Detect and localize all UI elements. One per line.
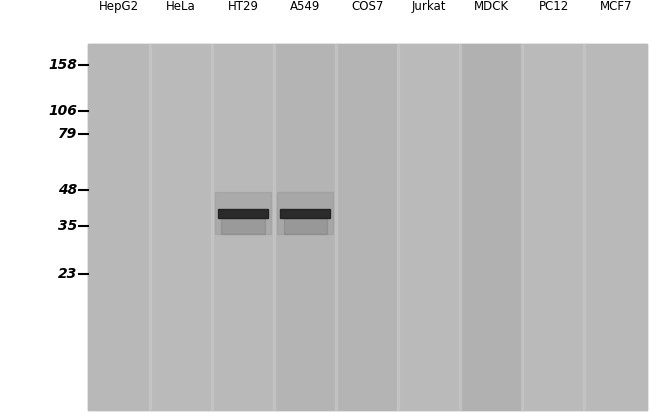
Bar — [398, 44, 460, 410]
Text: 35: 35 — [58, 219, 77, 233]
Bar — [280, 209, 330, 218]
Bar — [211, 44, 213, 410]
Text: MDCK: MDCK — [474, 0, 509, 13]
Bar — [283, 218, 327, 234]
Text: A549: A549 — [290, 0, 320, 13]
Text: COS7: COS7 — [351, 0, 383, 13]
Bar — [277, 193, 333, 234]
Bar — [336, 44, 398, 410]
Text: MCF7: MCF7 — [599, 0, 632, 13]
Text: 23: 23 — [58, 267, 77, 281]
Bar — [212, 44, 274, 410]
Bar — [459, 44, 461, 410]
Bar — [88, 44, 150, 410]
Text: HeLa: HeLa — [166, 0, 196, 13]
Text: 79: 79 — [58, 127, 77, 141]
Text: HT29: HT29 — [227, 0, 259, 13]
Bar — [88, 44, 647, 410]
Bar — [584, 44, 647, 410]
Bar — [397, 44, 399, 410]
Bar — [150, 44, 212, 410]
Bar — [274, 44, 336, 410]
Bar — [523, 44, 584, 410]
Text: 106: 106 — [49, 104, 77, 118]
Bar — [215, 193, 271, 234]
Bar — [583, 44, 585, 410]
Bar — [335, 44, 337, 410]
Text: 158: 158 — [49, 58, 77, 72]
Text: 48: 48 — [58, 183, 77, 197]
Bar — [222, 218, 265, 234]
Bar — [521, 44, 523, 410]
Text: Jurkat: Jurkat — [412, 0, 447, 13]
Text: PC12: PC12 — [538, 0, 569, 13]
Text: HepG2: HepG2 — [99, 0, 139, 13]
Bar — [149, 44, 151, 410]
Bar — [218, 209, 268, 218]
Bar — [460, 44, 523, 410]
Bar — [273, 44, 275, 410]
